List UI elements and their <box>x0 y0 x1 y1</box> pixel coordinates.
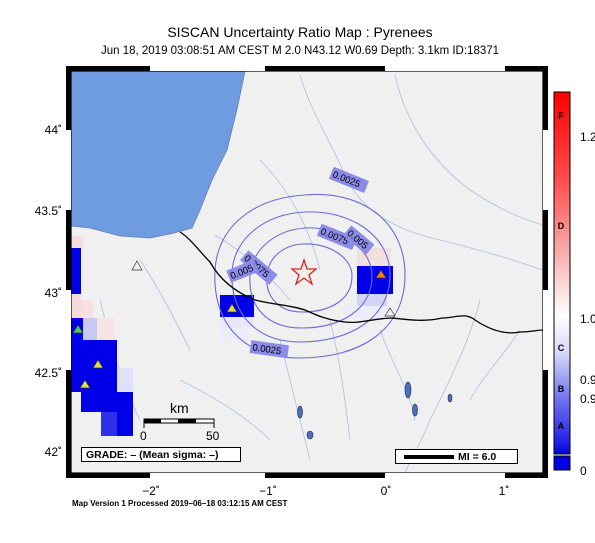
colorbar-grade: D <box>557 221 565 231</box>
lat-label: 43˚ <box>44 286 62 300</box>
uncertainty-cells <box>71 236 393 436</box>
contour-label: 0.0025 <box>252 342 282 357</box>
station-icon <box>384 307 396 317</box>
epicenter-star-icon <box>290 257 318 286</box>
station-icon <box>375 269 387 279</box>
station-icon <box>79 379 91 389</box>
station-icon <box>72 324 84 334</box>
scale-start: 0 <box>140 429 147 443</box>
lon-label: 0˚ <box>380 484 392 498</box>
scale-end: 50 <box>206 429 220 443</box>
map-title: SISCAN Uncertainty Ratio Map : Pyrenees <box>167 24 433 40</box>
mi-legend: MI = 6.0 <box>395 449 518 464</box>
sea-area <box>71 71 246 239</box>
station-icon <box>226 303 238 313</box>
grade-box: GRADE: – (Mean sigma: –) <box>81 447 241 462</box>
lon-label: 1˚ <box>498 484 510 498</box>
lat-label: 43.5˚ <box>34 204 62 218</box>
lon-label: −1˚ <box>259 484 277 498</box>
lat-label: 44˚ <box>44 123 62 137</box>
lat-label: 42˚ <box>44 445 62 459</box>
footer-processed: Map Version 1 Processed 2019–06–18 03:12… <box>72 499 288 508</box>
map-frame-ticks <box>66 66 548 478</box>
lon-label: −2˚ <box>142 484 160 498</box>
colorbar-grade: C <box>557 343 565 353</box>
colorbar-value: 0 <box>580 464 587 478</box>
station-icon <box>131 260 143 271</box>
colorbar-value: 0.9 <box>580 392 595 406</box>
colorbar-value: 0.9 <box>580 373 595 387</box>
lat-label: 42.5˚ <box>34 366 62 380</box>
colorbar-value: 1.2 <box>580 130 595 144</box>
mi-legend-label: MI = 6.0 <box>458 451 497 463</box>
colorbar <box>553 91 571 471</box>
mi-legend-bar <box>404 455 454 459</box>
scale-bar <box>143 418 215 428</box>
colorbar-grade: F <box>558 111 564 121</box>
colorbar-grade: A <box>557 421 565 431</box>
scale-unit: km <box>170 400 189 416</box>
event-subtitle: Jun 18, 2019 03:08:51 AM CEST M 2.0 N43.… <box>100 45 500 57</box>
station-icon <box>92 359 104 369</box>
colorbar-grade: B <box>557 384 565 394</box>
stations <box>72 260 396 389</box>
colorbar-value: 1.0 <box>580 312 595 326</box>
lakes <box>297 381 453 440</box>
country-border <box>179 231 543 334</box>
